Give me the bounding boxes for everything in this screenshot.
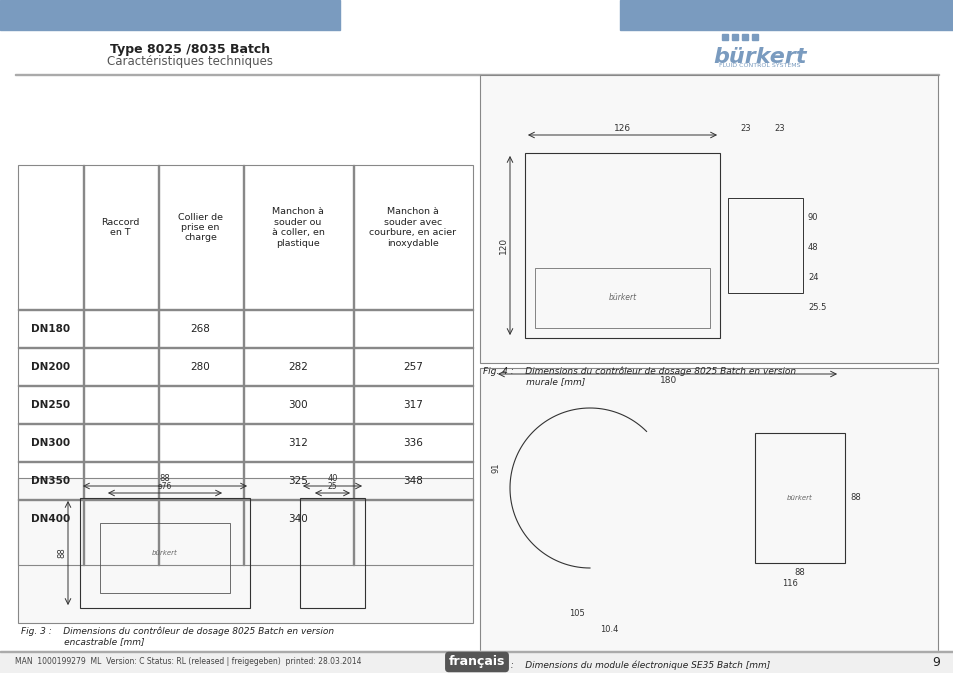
Text: FLUID CONTROL SYSTEMS: FLUID CONTROL SYSTEMS xyxy=(719,63,800,68)
Text: 116: 116 xyxy=(781,579,797,588)
Bar xyxy=(754,433,844,563)
Text: Collier de
prise en
charge: Collier de prise en charge xyxy=(178,213,223,242)
Text: 88: 88 xyxy=(159,474,171,483)
Text: Caractéristiques techniques: Caractéristiques techniques xyxy=(107,55,273,68)
Bar xyxy=(524,153,720,338)
Text: ɘ76: ɘ76 xyxy=(157,482,172,491)
Bar xyxy=(15,74,938,75)
Bar xyxy=(18,347,473,348)
Text: MAN  1000199279  ML  Version: C Status: RL (released | freigegeben)  printed: 28: MAN 1000199279 ML Version: C Status: RL … xyxy=(15,658,361,666)
Bar xyxy=(100,523,230,593)
Bar xyxy=(751,34,758,40)
Text: 10.4: 10.4 xyxy=(599,625,618,635)
Text: Fig. 4 :    Dimensions du contrôleur de dosage 8025 Batch en version
           : Fig. 4 : Dimensions du contrôleur de dos… xyxy=(482,366,796,386)
Text: 312: 312 xyxy=(288,438,308,448)
Text: Raccord
en T: Raccord en T xyxy=(101,218,139,237)
Text: 336: 336 xyxy=(402,438,422,448)
Text: 126: 126 xyxy=(614,124,630,133)
Text: 91: 91 xyxy=(492,463,500,473)
Text: 88: 88 xyxy=(57,548,66,559)
Bar xyxy=(721,34,727,40)
Text: 325: 325 xyxy=(288,476,308,486)
Text: 9: 9 xyxy=(931,656,939,668)
Text: 25: 25 xyxy=(327,482,337,491)
Text: bürkert: bürkert xyxy=(152,550,177,556)
Text: 120: 120 xyxy=(498,237,507,254)
Text: 317: 317 xyxy=(402,400,422,410)
Text: 300: 300 xyxy=(288,400,308,410)
Text: 268: 268 xyxy=(191,324,211,334)
Bar xyxy=(18,461,473,462)
Text: 24: 24 xyxy=(807,273,818,283)
Text: 48: 48 xyxy=(807,244,818,252)
Text: 40: 40 xyxy=(327,474,337,483)
Bar xyxy=(18,499,473,500)
Bar xyxy=(727,198,802,293)
Bar xyxy=(0,651,953,652)
Text: bürkert: bürkert xyxy=(608,293,636,302)
Text: DN400: DN400 xyxy=(30,514,71,524)
Text: Manchon à
souder ou
à coller, en
plastique: Manchon à souder ou à coller, en plastiq… xyxy=(272,207,324,248)
Text: DN200: DN200 xyxy=(30,362,70,372)
Text: 90: 90 xyxy=(807,213,818,223)
Text: Fig. 3 :    Dimensions du contrôleur de dosage 8025 Batch en version
           : Fig. 3 : Dimensions du contrôleur de dos… xyxy=(21,626,334,646)
Text: 88: 88 xyxy=(849,493,860,503)
Bar xyxy=(535,268,709,328)
Text: Type 8025 /8035 Batch: Type 8025 /8035 Batch xyxy=(110,43,270,56)
Bar xyxy=(18,385,473,386)
Text: français: français xyxy=(448,656,505,668)
Text: 180: 180 xyxy=(659,376,677,385)
Text: 23: 23 xyxy=(774,124,784,133)
Text: 348: 348 xyxy=(402,476,422,486)
Text: DN350: DN350 xyxy=(30,476,70,486)
Bar xyxy=(18,309,473,310)
Bar xyxy=(479,75,937,363)
Bar xyxy=(18,165,473,565)
Text: DN300: DN300 xyxy=(30,438,70,448)
Text: 280: 280 xyxy=(191,362,211,372)
Bar xyxy=(18,423,473,424)
Text: 340: 340 xyxy=(288,514,308,524)
Text: 88: 88 xyxy=(794,568,804,577)
Bar xyxy=(731,34,738,40)
Text: bürkert: bürkert xyxy=(713,47,806,67)
Bar xyxy=(299,498,365,608)
Text: DN250: DN250 xyxy=(30,400,70,410)
Bar xyxy=(741,34,747,40)
Text: 25.5: 25.5 xyxy=(807,304,825,312)
Text: 257: 257 xyxy=(402,362,422,372)
Text: DN180: DN180 xyxy=(30,324,70,334)
Text: Manchon à
souder avec
courbure, en acier
inoxydable: Manchon à souder avec courbure, en acier… xyxy=(369,207,456,248)
Bar xyxy=(18,478,473,623)
Bar xyxy=(0,0,339,30)
Bar xyxy=(619,0,953,30)
Text: 105: 105 xyxy=(569,608,584,618)
Bar xyxy=(479,368,937,658)
Text: Fig. 5 :    Dimensions du module électronique SE35 Batch [mm]: Fig. 5 : Dimensions du module électroniq… xyxy=(482,661,769,670)
Text: bürkert: bürkert xyxy=(786,495,812,501)
Bar xyxy=(80,498,250,608)
Text: 282: 282 xyxy=(288,362,308,372)
Bar xyxy=(0,651,953,673)
Text: 23: 23 xyxy=(740,124,751,133)
